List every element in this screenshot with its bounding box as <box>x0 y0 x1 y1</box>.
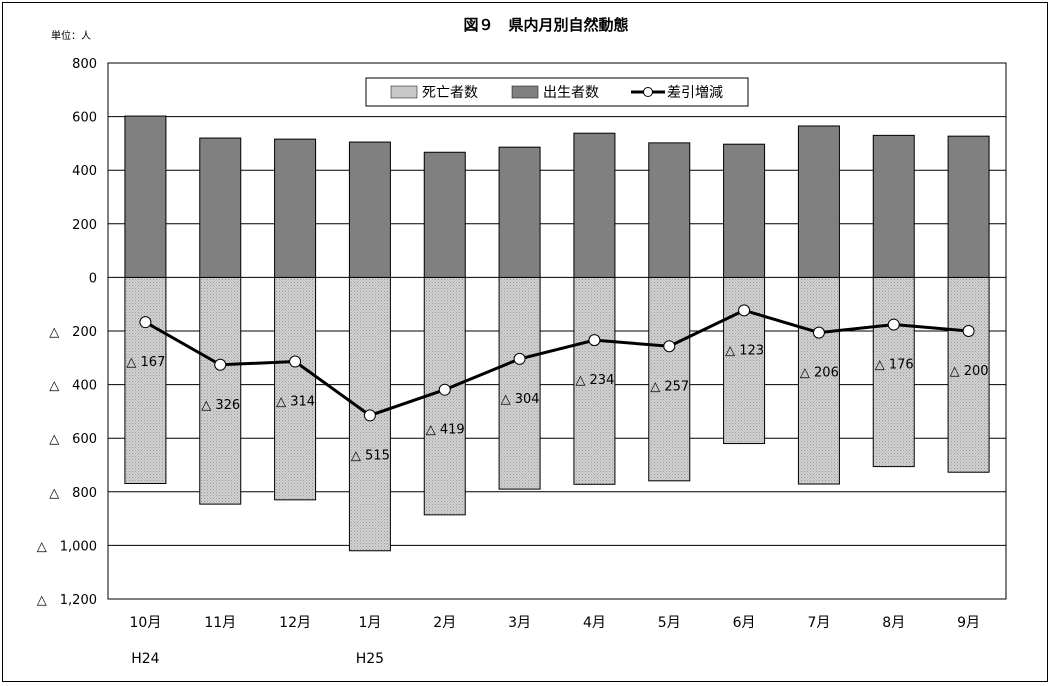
legend-swatch-net-marker <box>643 87 653 97</box>
x-tick-label: 1月 <box>358 615 381 631</box>
x-tick-label: 7月 <box>807 615 830 631</box>
net-change-marker <box>962 325 975 337</box>
net-change-data-label: △ 234 <box>575 373 614 388</box>
bar-deaths <box>498 276 541 490</box>
net-change-data-label: △ 257 <box>650 379 689 394</box>
net-change-marker <box>214 358 227 371</box>
x-tick-label: 11月 <box>204 615 236 631</box>
x-tick-label: 4月 <box>583 615 606 631</box>
x-tick-label: 12月 <box>279 615 311 631</box>
y-tick-label: △ 1,200 <box>37 593 97 608</box>
y-tick-label: △ 600 <box>49 432 97 447</box>
y-tick-label: △ 1,000 <box>37 539 97 554</box>
bar-births <box>348 141 391 278</box>
legend-swatch-births <box>511 85 539 99</box>
bar-births <box>872 134 915 278</box>
bar-births <box>947 135 990 278</box>
x-tick-label: 2月 <box>433 615 456 631</box>
y-tick-label: 400 <box>72 164 97 179</box>
legend-box <box>365 77 749 107</box>
legend-label-births: 出生者数 <box>543 85 599 101</box>
x-tick-label: 10月 <box>130 615 162 631</box>
x-tick-label: 5月 <box>658 615 681 631</box>
bar-deaths <box>573 276 616 485</box>
net-change-data-label: △ 123 <box>725 343 764 358</box>
y-tick-label: 600 <box>72 111 97 126</box>
x-tick-label: 6月 <box>733 615 756 631</box>
gridlines <box>108 116 1006 546</box>
net-change-marker <box>738 304 751 317</box>
bar-births <box>274 138 317 278</box>
bar-deaths <box>947 276 990 473</box>
bar-births <box>573 132 616 278</box>
net-change-marker <box>363 409 376 422</box>
y-tick-label: 0 <box>89 271 97 286</box>
bar-births <box>199 137 242 278</box>
net-change-data-label: △ 176 <box>875 358 914 373</box>
bar-deaths <box>199 276 242 505</box>
net-change-marker <box>289 355 302 368</box>
net-change-data-label: △ 326 <box>201 398 240 413</box>
bar-deaths <box>872 276 915 468</box>
x-tick-label: 8月 <box>882 615 905 631</box>
net-change-marker <box>438 383 451 396</box>
year-marker-label: H24 <box>131 651 159 667</box>
bar-births <box>498 146 541 278</box>
year-marker-label: H25 <box>356 651 384 667</box>
net-change-marker <box>663 340 676 353</box>
legend-swatch-deaths <box>390 85 418 99</box>
net-change-data-label: △ 200 <box>950 364 989 379</box>
net-change-marker <box>588 334 601 347</box>
net-change-data-label: △ 167 <box>126 355 165 370</box>
bar-deaths <box>423 276 466 516</box>
net-change-marker <box>513 352 526 365</box>
bar-deaths <box>723 276 766 445</box>
x-tick-label: 9月 <box>957 615 980 631</box>
bar-deaths <box>124 276 167 484</box>
legend-label-net: 差引増減 <box>667 84 723 101</box>
y-tick-label: 800 <box>72 57 97 72</box>
net-change-marker <box>812 326 825 339</box>
net-change-marker <box>139 316 152 329</box>
y-axis-tick-labels: 800 600 400 200 0 △ 200 △ 400 △ 600 △ 800 △ 1,000… <box>37 57 97 608</box>
bar-births <box>648 142 691 278</box>
bar-births <box>423 151 466 278</box>
legend-label-deaths: 死亡者数 <box>422 85 478 101</box>
bar-births <box>797 125 840 278</box>
net-change-data-label: △ 304 <box>501 392 540 407</box>
net-change-data-label: △ 206 <box>800 366 839 381</box>
y-tick-label: 200 <box>72 218 97 233</box>
net-change-data-label: △ 515 <box>351 448 390 463</box>
x-axis-tick-labels: 10月 11月 12月 1月 2月 3月 4月 5月 6月 7月 8月 9月 H24 H25 <box>130 615 981 667</box>
bar-deaths <box>274 276 317 501</box>
net-change-data-label: △ 314 <box>276 395 315 410</box>
bar-deaths <box>648 276 691 482</box>
chart-title: 図９ 県内月別自然動態 <box>463 16 628 34</box>
x-tick-label: 3月 <box>508 615 531 631</box>
legend: 死亡者数 出生者数 差引増減 <box>365 77 749 107</box>
unit-label: 単位：人 <box>51 29 91 42</box>
net-line-group: △ 167 △ 326 △ 314 △ 515 △ 419 △ 304 △ 234 △ 257… <box>126 304 989 463</box>
net-change-line <box>144 308 969 418</box>
y-tick-label: △ 200 <box>49 325 97 340</box>
y-tick-label: △ 400 <box>49 379 97 394</box>
y-tick-label: △ 800 <box>49 486 97 501</box>
bar-births <box>124 115 167 278</box>
chart-svg: 図９ 県内月別自然動態 単位：人 800 600 400 200 0 △ 200 △ 400… <box>37 16 1007 667</box>
net-change-marker <box>887 318 900 331</box>
net-change-data-label: △ 419 <box>426 423 465 438</box>
bar-deaths <box>797 276 840 485</box>
bar-births <box>723 143 766 278</box>
